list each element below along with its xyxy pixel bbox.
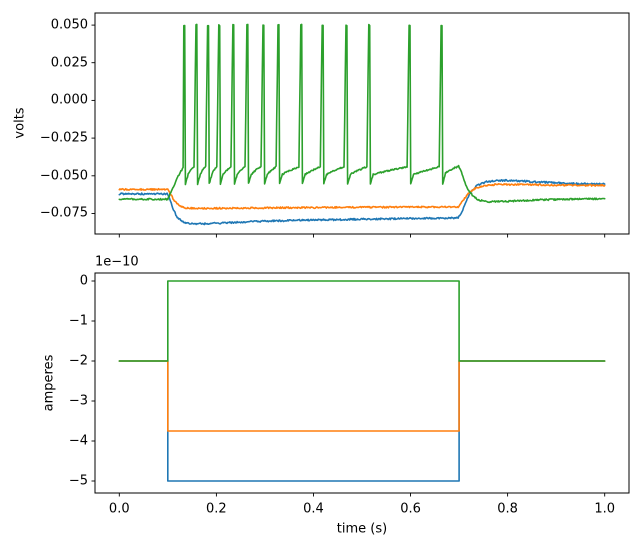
top-y-tick-label: 0.025 [50, 55, 88, 71]
top-y-tick-label: −0.025 [39, 130, 88, 146]
y-axis-offset-text: 1e−10 [95, 254, 139, 270]
bottom-y-tick-label: 0 [79, 273, 88, 289]
x-axis-label: time (s) [336, 521, 388, 537]
bottom-y-tick-label: −1 [68, 313, 88, 329]
current-green-trace [118, 280, 606, 362]
current-orange-trace [118, 360, 606, 432]
voltage-green-trace [118, 23, 606, 204]
bottom-y-tick-label: −4 [68, 433, 88, 449]
x-tick-label: 0.4 [303, 501, 324, 517]
top-y-tick-label: 0.050 [50, 17, 88, 33]
bottom-y-tick-label: −5 [68, 473, 88, 489]
bottom-axes-frame [94, 272, 630, 494]
top-y-tick-label: −0.050 [39, 168, 88, 184]
voltage-blue-trace [118, 178, 606, 226]
x-tick-label: 0.6 [400, 501, 421, 517]
x-tick-label: 1.0 [594, 501, 616, 517]
top-axes-frame [94, 12, 630, 235]
current-blue-trace [118, 360, 606, 482]
bottom-y-tick-label: −3 [68, 393, 88, 409]
x-tick-label: 0.2 [206, 501, 227, 517]
bottom-y-tick-label: −2 [68, 353, 88, 369]
x-tick-label: 0.8 [497, 501, 518, 517]
top-y-tick-label: 0.000 [50, 92, 88, 108]
x-tick-label: 0.0 [108, 501, 130, 517]
top-y-tick-label: −0.075 [39, 205, 88, 221]
voltage-orange-trace [118, 183, 606, 210]
